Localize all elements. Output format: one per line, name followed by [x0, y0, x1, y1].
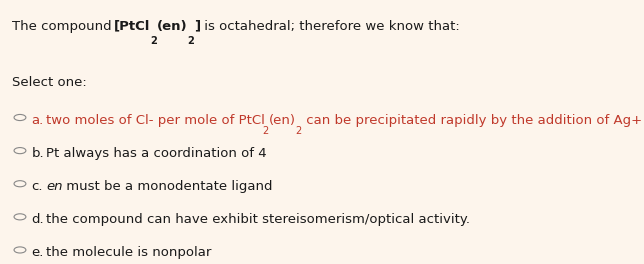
Text: Select one:: Select one:	[12, 76, 86, 89]
Text: d.: d.	[32, 213, 44, 226]
Text: 2: 2	[296, 126, 302, 136]
Text: b.: b.	[32, 147, 44, 160]
Text: 2: 2	[187, 36, 194, 46]
Text: [PtCl: [PtCl	[115, 20, 151, 33]
Text: (en): (en)	[157, 20, 188, 33]
Text: 2: 2	[263, 126, 269, 136]
Text: The compound: The compound	[12, 20, 115, 33]
Text: en: en	[46, 180, 62, 193]
Text: the molecule is nonpolar: the molecule is nonpolar	[46, 246, 211, 259]
Text: is octahedral; therefore we know that:: is octahedral; therefore we know that:	[200, 20, 460, 33]
Text: a.: a.	[32, 114, 44, 127]
Text: two moles of Cl- per mole of PtCl: two moles of Cl- per mole of PtCl	[46, 114, 265, 127]
Text: the compound can have exhibit stereisomerism/optical activity.: the compound can have exhibit stereisome…	[46, 213, 470, 226]
Text: (en): (en)	[269, 114, 296, 127]
Text: 2: 2	[150, 36, 157, 46]
Text: must be a monodentate ligand: must be a monodentate ligand	[62, 180, 273, 193]
Text: ]: ]	[194, 20, 200, 33]
Text: Pt always has a coordination of 4: Pt always has a coordination of 4	[46, 147, 267, 160]
Text: c.: c.	[32, 180, 43, 193]
Text: e.: e.	[32, 246, 44, 259]
Text: can be precipitated rapidly by the addition of Ag+: can be precipitated rapidly by the addit…	[302, 114, 642, 127]
